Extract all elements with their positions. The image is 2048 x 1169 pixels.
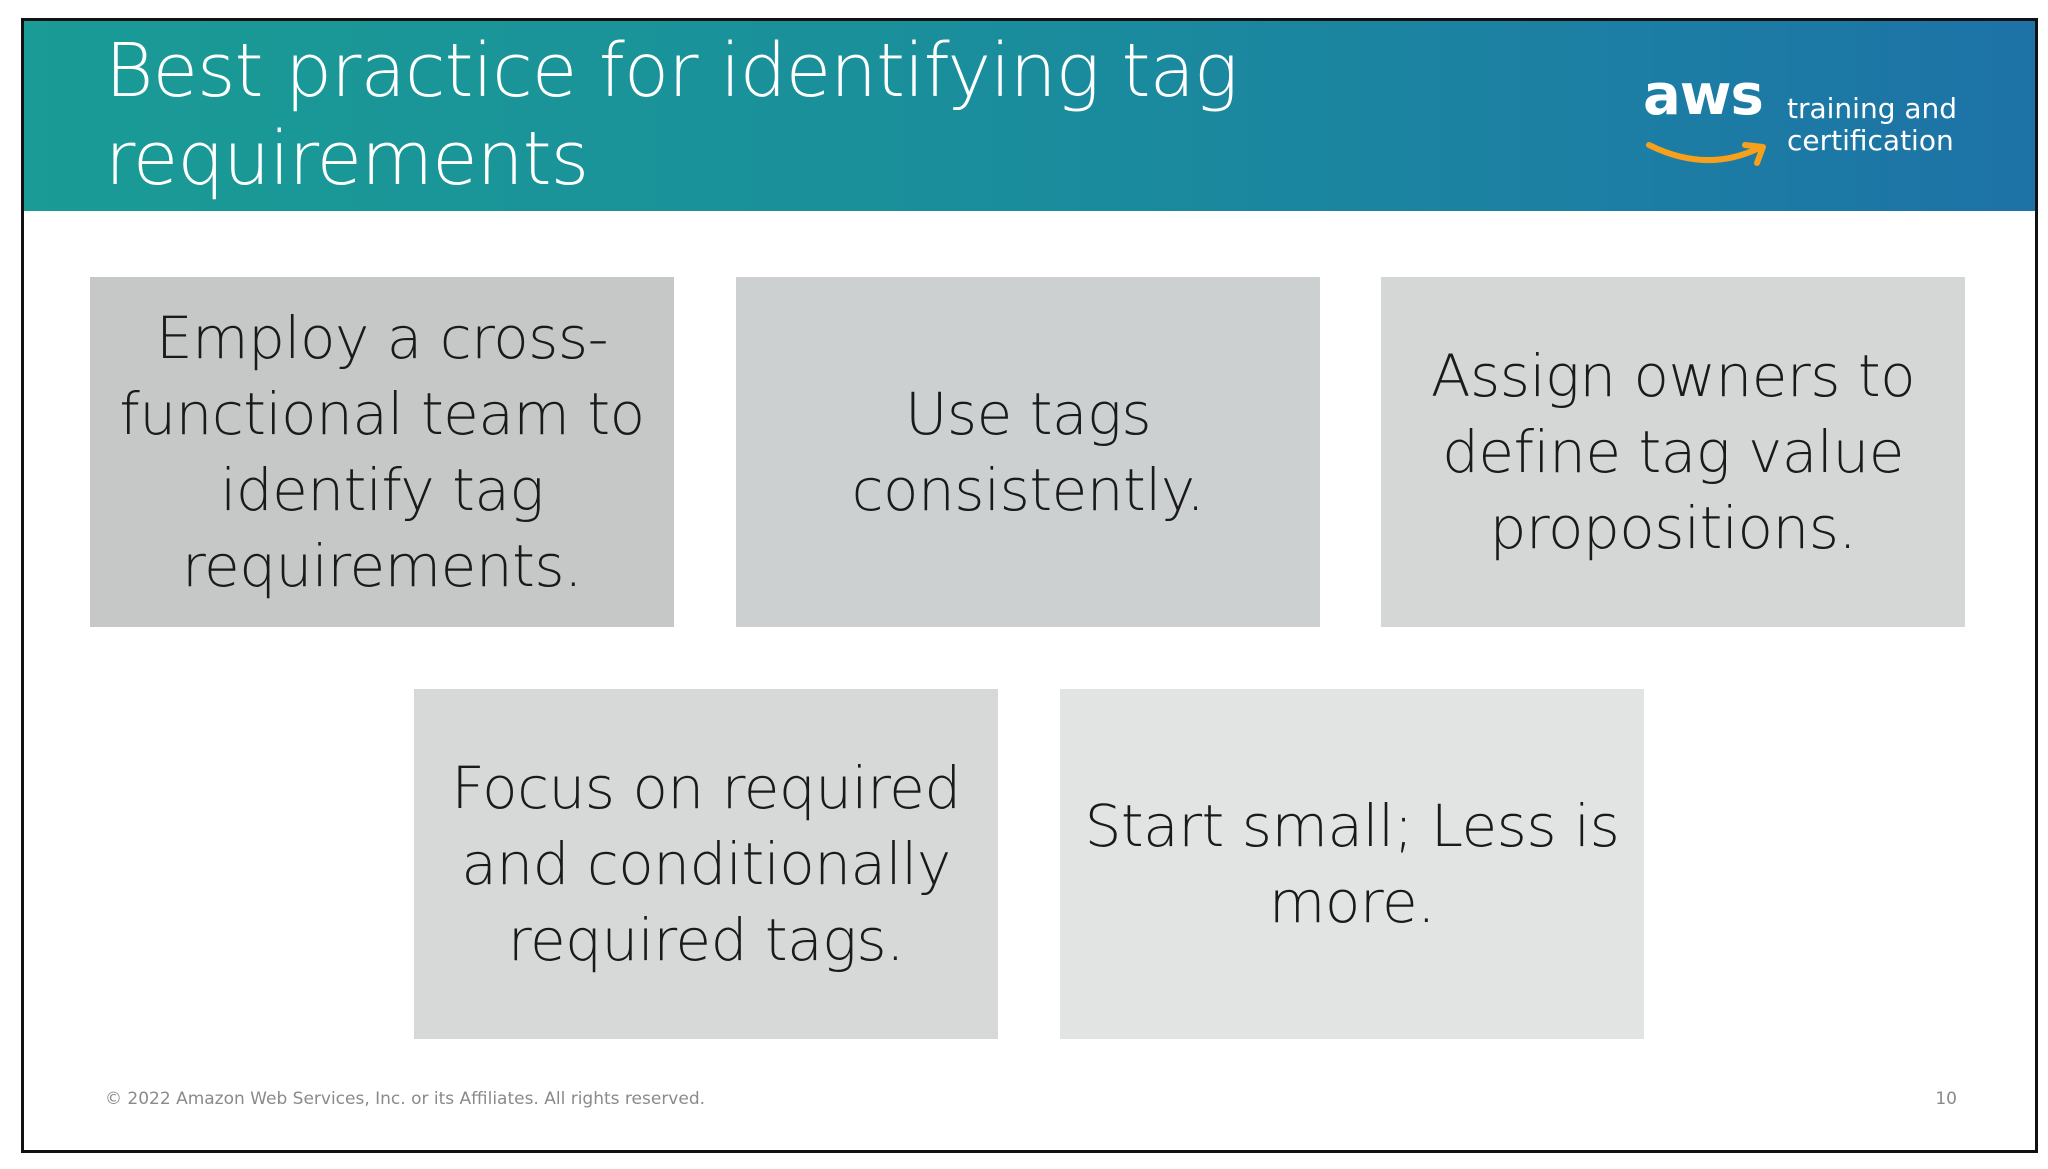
slide-title: Best practice for identifying tag requir…	[105, 28, 1238, 202]
logo-tagline-line1: training and	[1787, 92, 1958, 125]
logo-tagline-line2: certification	[1787, 124, 1954, 157]
aws-wordmark: aws	[1643, 63, 1764, 128]
practice-card-focus-required-tags: Focus on required and conditionally requ…	[414, 689, 998, 1039]
practice-card-start-small: Start small; Less is more.	[1060, 689, 1644, 1039]
practice-card-text: Employ a cross-functional team to identi…	[119, 304, 645, 600]
slide: Best practice for identifying tag requir…	[21, 18, 2038, 1153]
practice-card-use-tags-consistently: Use tags consistently.	[736, 277, 1320, 627]
practice-card-assign-owners: Assign owners to define tag value propos…	[1381, 277, 1965, 627]
aws-smile-icon	[1646, 142, 1766, 166]
logo-tagline: training and certification	[1787, 93, 1957, 157]
aws-training-logo: aws training and certification	[1643, 63, 1973, 171]
page-number: 10	[1935, 1089, 1957, 1109]
header-band: Best practice for identifying tag requir…	[24, 21, 2035, 211]
practice-card-cross-functional-team: Employ a cross-functional team to identi…	[90, 277, 674, 627]
practice-card-text: Start small; Less is more.	[1084, 792, 1620, 936]
footer-copyright: © 2022 Amazon Web Services, Inc. or its …	[105, 1089, 706, 1109]
practice-card-text: Focus on required and conditionally requ…	[451, 754, 961, 974]
practice-card-text: Assign owners to define tag value propos…	[1430, 342, 1916, 562]
aws-logo-mark: aws	[1643, 63, 1773, 171]
practice-card-text: Use tags consistently.	[851, 380, 1205, 524]
